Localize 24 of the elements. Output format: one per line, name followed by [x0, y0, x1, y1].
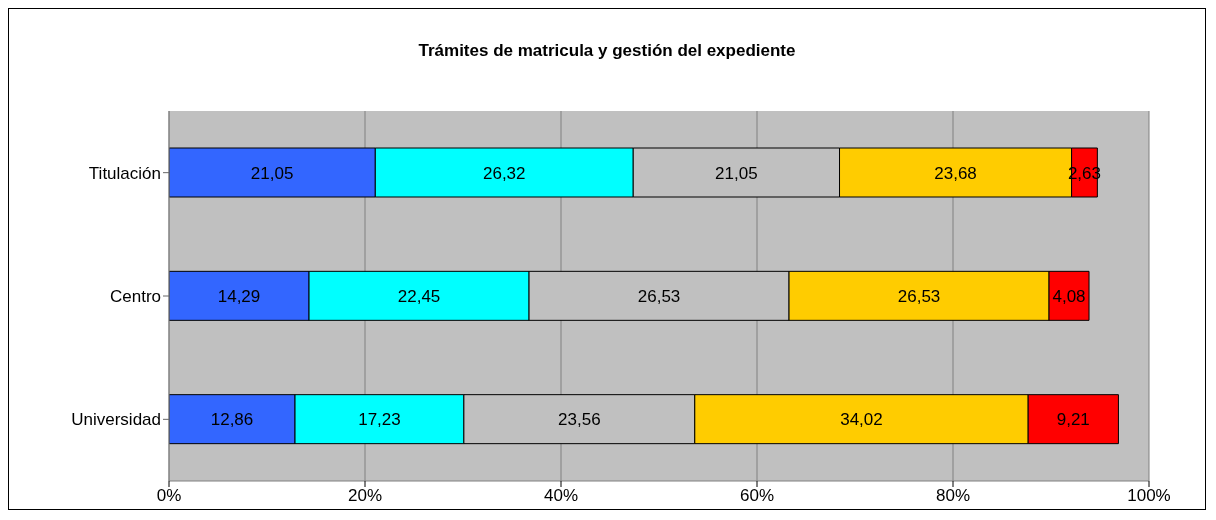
x-tick-label: 40% [543, 486, 579, 506]
data-label: 12,86 [210, 410, 254, 430]
x-tick-label: 80% [935, 486, 971, 506]
x-tick-label: 100% [1127, 486, 1171, 506]
data-label: 22,45 [397, 286, 441, 306]
data-label: 26,53 [897, 286, 941, 306]
y-tick-label: Universidad [71, 410, 161, 430]
data-label: 9,21 [1056, 410, 1090, 430]
x-tick-label: 60% [739, 486, 775, 506]
y-tick-label: Centro [109, 287, 161, 307]
data-label: 26,53 [637, 286, 681, 306]
y-tick-label: Titulación [88, 163, 161, 183]
x-tick-label: 0% [156, 486, 182, 506]
data-label: 34,02 [840, 410, 883, 430]
data-label: 21,05 [250, 163, 294, 183]
data-label: 26,32 [482, 163, 526, 183]
data-label: 14,29 [217, 286, 261, 306]
chart-title: Trámites de matricula y gestión del expediente [417, 40, 797, 62]
data-label: 17,23 [358, 410, 401, 430]
data-label: 23,68 [934, 163, 977, 183]
x-tick-label: 20% [347, 486, 383, 506]
data-label: 4,08 [1052, 286, 1086, 306]
data-label: 21,05 [715, 163, 758, 183]
data-label: 23,56 [558, 410, 601, 430]
